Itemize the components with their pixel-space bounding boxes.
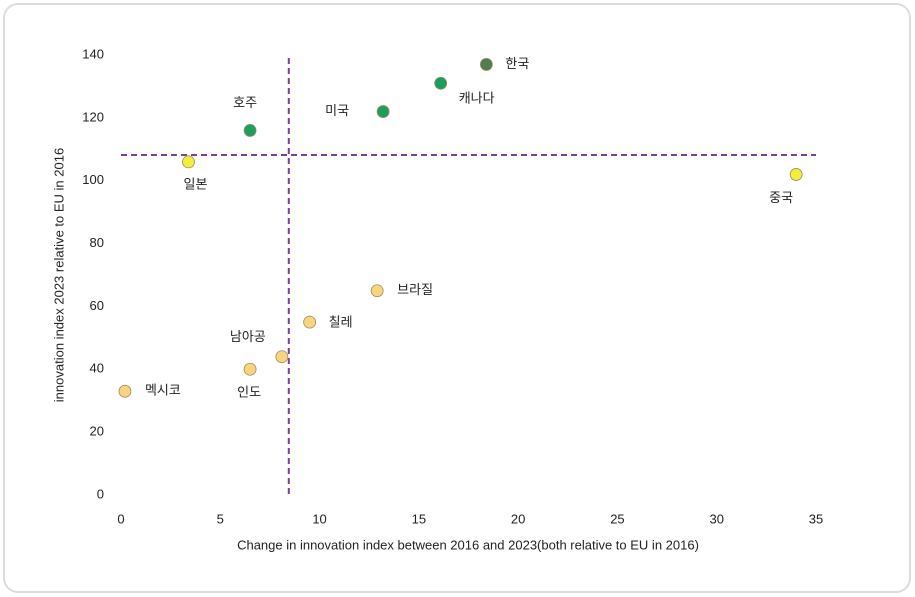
point-label: 브라질 <box>397 282 433 297</box>
x-tick-label: 35 <box>809 511 823 526</box>
point-label: 호주 <box>233 95 257 110</box>
x-tick-label: 10 <box>312 511 326 526</box>
data-point <box>376 105 390 118</box>
x-tick-label: 0 <box>117 511 124 526</box>
y-axis-title: innovation index 2023 relative to EU in … <box>51 148 66 402</box>
y-tick-label: 0 <box>97 486 104 501</box>
data-point <box>275 350 289 364</box>
y-tick-label: 40 <box>90 361 104 376</box>
point-label: 멕시코 <box>145 383 181 398</box>
data-point <box>243 124 257 137</box>
data-point <box>789 168 803 181</box>
data-point <box>434 76 448 90</box>
x-axis-title: Change in innovation index between 2016 … <box>237 537 699 552</box>
x-tick-label: 15 <box>412 511 426 526</box>
y-tick-label: 80 <box>90 235 104 250</box>
x-tick-label: 25 <box>610 511 624 526</box>
point-label: 남아공 <box>230 329 266 344</box>
data-point <box>370 284 384 298</box>
point-label: 미국 <box>325 103 349 118</box>
point-label: 인도 <box>237 385 261 400</box>
y-tick-label: 140 <box>82 46 104 61</box>
point-label: 중국 <box>769 190 793 205</box>
y-tick-label: 100 <box>82 172 104 187</box>
point-label: 칠레 <box>329 315 353 330</box>
x-tick-label: 30 <box>709 511 723 526</box>
data-point <box>479 58 493 71</box>
y-tick-label: 60 <box>90 298 104 313</box>
point-label: 캐나다 <box>459 91 495 106</box>
x-tick-label: 20 <box>511 511 525 526</box>
data-point <box>182 155 195 169</box>
data-point <box>303 315 317 329</box>
point-label: 일본 <box>184 176 208 191</box>
y-tick-label: 20 <box>90 424 104 439</box>
data-point <box>118 384 132 398</box>
x-tick-label: 5 <box>217 511 224 526</box>
data-point <box>243 362 257 376</box>
point-label: 한국 <box>505 56 529 71</box>
chart-frame <box>3 3 911 593</box>
y-tick-label: 120 <box>82 109 104 124</box>
